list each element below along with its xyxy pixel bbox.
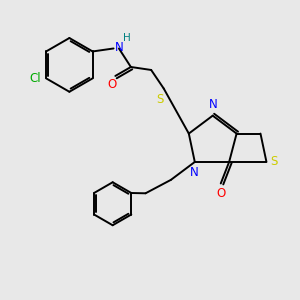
Text: S: S [156, 93, 164, 106]
Text: Cl: Cl [29, 72, 41, 85]
Text: N: N [190, 166, 199, 179]
Text: N: N [209, 98, 218, 112]
Text: O: O [108, 78, 117, 91]
Text: S: S [270, 155, 278, 168]
Text: N: N [115, 41, 124, 54]
Text: O: O [216, 187, 225, 200]
Text: H: H [123, 33, 131, 43]
